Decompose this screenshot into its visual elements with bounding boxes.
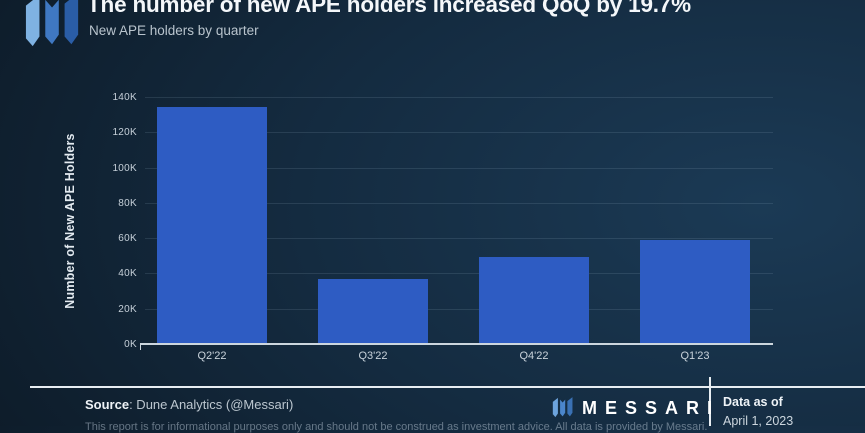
- bar-Q2'22: [157, 106, 267, 343]
- y-tick-120K: 120K: [112, 127, 137, 139]
- y-tick-100K: 100K: [112, 162, 137, 174]
- source-value: : Dune Analytics (@Messari): [129, 397, 294, 412]
- gridline-40K: [145, 273, 773, 275]
- y-axis-tick-labels: 0K 20K 40K 60K 80K 100K 120K 140K: [93, 92, 137, 350]
- brand-name: MESSARI: [582, 397, 721, 418]
- messari-wordmark: MESSARI: [552, 396, 720, 420]
- data-as-of: Data as of April 1, 2023: [723, 395, 793, 428]
- gridline-120K: [145, 132, 773, 134]
- messari-m-logo-small: [552, 397, 573, 418]
- y-tick-40K: 40K: [118, 268, 137, 280]
- x-tick-Q1'23: Q1'23: [680, 350, 710, 362]
- data-as-of-label: Data as of: [723, 395, 783, 409]
- messari-m-logo: [25, 0, 79, 47]
- gridline-20K: [145, 308, 773, 310]
- y-tick-60K: 60K: [118, 233, 137, 245]
- gridline-140K: [145, 97, 773, 98]
- gridline-60K: [145, 238, 773, 240]
- x-tick-Q3'22: Q3'22: [358, 350, 388, 362]
- x-axis-tick-labels: Q2'22 Q3'22 Q4'22 Q1'23: [145, 350, 773, 366]
- x-tick-Q4'22: Q4'22: [519, 350, 549, 362]
- x-tick-Q2'22: Q2'22: [197, 350, 227, 362]
- gridline-100K: [145, 167, 773, 169]
- clipped-footnote: This report is for informational purpose…: [85, 421, 708, 433]
- plot-area: [140, 97, 773, 350]
- data-as-of-date: April 1, 2023: [723, 414, 794, 428]
- y-tick-140K: 140K: [112, 92, 137, 103]
- x-axis-origin-tick: [140, 344, 141, 350]
- y-axis-title: Number of New APE Holders: [63, 133, 77, 309]
- page-subtitle: New APE holders by quarter: [89, 23, 259, 38]
- bar-Q3'22: [318, 278, 428, 343]
- bar-Q1'23: [640, 239, 750, 343]
- y-tick-80K: 80K: [118, 197, 137, 209]
- footer-vertical-divider: [709, 377, 711, 426]
- footer-divider-line: [30, 386, 865, 388]
- gridline-80K: [145, 202, 773, 204]
- source-text: Source: Dune Analytics (@Messari): [85, 397, 293, 412]
- bar-Q4'22: [479, 257, 589, 343]
- source-label: Source: [85, 397, 130, 412]
- y-tick-20K: 20K: [118, 303, 137, 315]
- y-tick-0K: 0K: [124, 339, 137, 350]
- x-axis-line: [140, 343, 773, 345]
- page-title: The number of new APE holders increased …: [87, 0, 691, 17]
